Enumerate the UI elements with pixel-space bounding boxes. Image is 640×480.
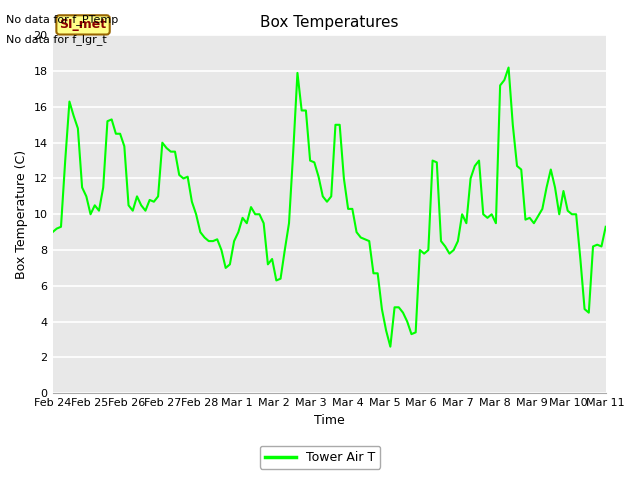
X-axis label: Time: Time xyxy=(314,414,344,427)
Legend: Tower Air T: Tower Air T xyxy=(260,446,380,469)
Y-axis label: Box Temperature (C): Box Temperature (C) xyxy=(15,150,28,279)
Title: Box Temperatures: Box Temperatures xyxy=(260,15,398,30)
Text: No data for f_PTemp: No data for f_PTemp xyxy=(6,14,118,25)
Text: SI_met: SI_met xyxy=(60,18,107,31)
Text: No data for f_lgr_t: No data for f_lgr_t xyxy=(6,34,107,45)
